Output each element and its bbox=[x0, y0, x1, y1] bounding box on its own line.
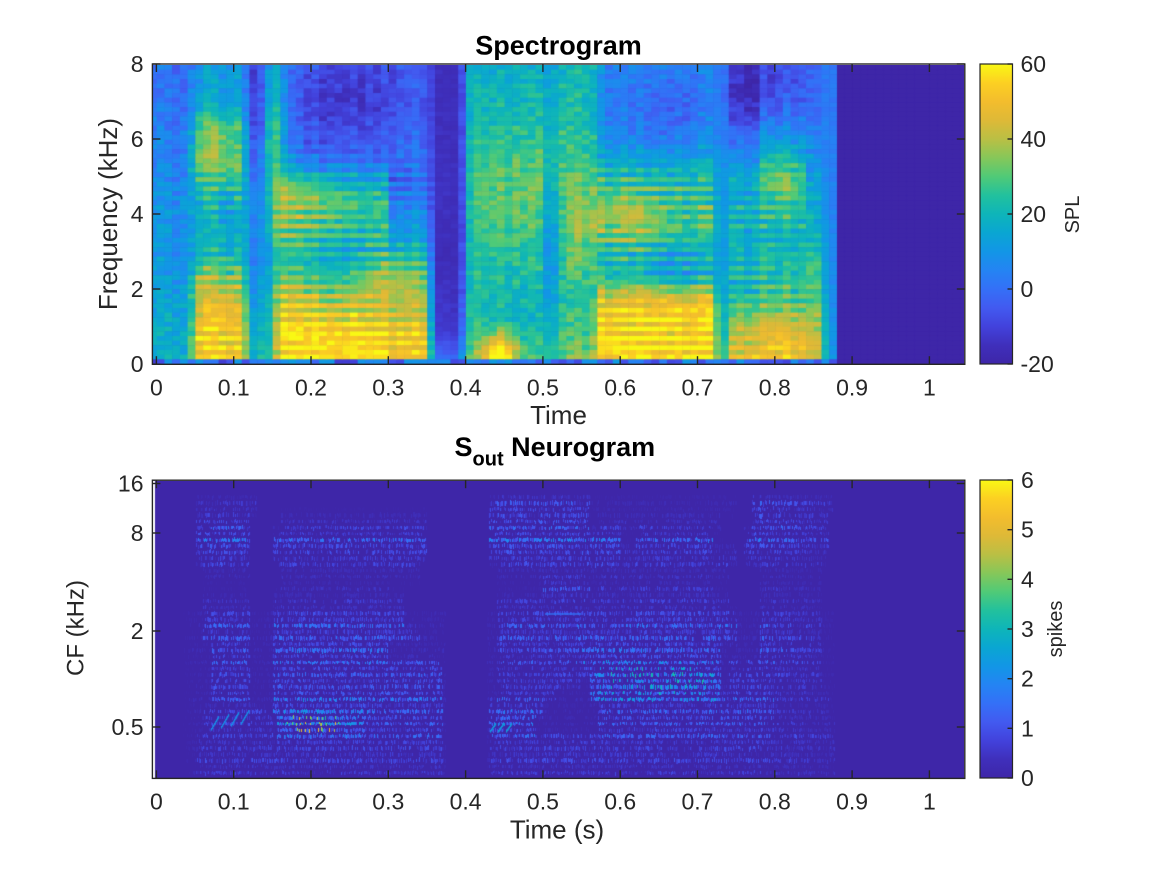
svg-text:0.9: 0.9 bbox=[836, 375, 868, 401]
svg-text:0.8: 0.8 bbox=[759, 375, 791, 401]
svg-text:SPL: SPL bbox=[1062, 196, 1084, 234]
svg-text:0.1: 0.1 bbox=[218, 789, 250, 815]
svg-text:0.2: 0.2 bbox=[295, 789, 327, 815]
svg-text:Time (s): Time (s) bbox=[510, 815, 604, 845]
svg-text:1: 1 bbox=[923, 375, 936, 401]
svg-text:0: 0 bbox=[131, 351, 144, 377]
svg-text:0.6: 0.6 bbox=[604, 789, 636, 815]
svg-text:-20: -20 bbox=[1021, 351, 1054, 377]
svg-text:60: 60 bbox=[1021, 51, 1047, 77]
svg-text:spikes: spikes bbox=[1045, 601, 1067, 658]
svg-text:1: 1 bbox=[923, 789, 936, 815]
svg-text:8: 8 bbox=[131, 520, 144, 546]
svg-text:0.3: 0.3 bbox=[372, 789, 404, 815]
svg-text:20: 20 bbox=[1021, 201, 1047, 227]
svg-text:2: 2 bbox=[131, 618, 144, 644]
svg-text:0: 0 bbox=[1021, 276, 1034, 302]
svg-text:4: 4 bbox=[131, 201, 144, 227]
svg-text:3: 3 bbox=[1021, 616, 1034, 642]
svg-text:0: 0 bbox=[150, 789, 163, 815]
svg-text:4: 4 bbox=[1021, 566, 1034, 592]
svg-text:40: 40 bbox=[1021, 126, 1047, 152]
svg-text:5: 5 bbox=[1021, 517, 1034, 543]
svg-text:0.5: 0.5 bbox=[527, 789, 559, 815]
svg-text:0.4: 0.4 bbox=[450, 375, 482, 401]
svg-text:0.5: 0.5 bbox=[112, 714, 144, 740]
svg-text:CF (kHz): CF (kHz) bbox=[63, 580, 90, 676]
svg-text:8: 8 bbox=[131, 51, 144, 77]
svg-text:6: 6 bbox=[131, 126, 144, 152]
svg-text:Frequency (kHz): Frequency (kHz) bbox=[93, 118, 123, 310]
svg-text:0.5: 0.5 bbox=[527, 375, 559, 401]
svg-text:Time: Time bbox=[530, 400, 587, 430]
svg-text:6: 6 bbox=[1021, 467, 1034, 493]
svg-text:0.7: 0.7 bbox=[682, 375, 714, 401]
svg-text:0.8: 0.8 bbox=[759, 789, 791, 815]
svg-text:0.2: 0.2 bbox=[295, 375, 327, 401]
svg-text:0: 0 bbox=[1021, 765, 1034, 791]
svg-text:0.1: 0.1 bbox=[218, 375, 250, 401]
svg-text:0: 0 bbox=[150, 375, 163, 401]
svg-text:0.3: 0.3 bbox=[372, 375, 404, 401]
svg-text:2: 2 bbox=[1021, 666, 1034, 692]
svg-text:1: 1 bbox=[1021, 715, 1034, 741]
svg-text:0.6: 0.6 bbox=[604, 375, 636, 401]
svg-text:0.9: 0.9 bbox=[836, 789, 868, 815]
svg-text:0.7: 0.7 bbox=[682, 789, 714, 815]
svg-text:Spectrogram: Spectrogram bbox=[475, 31, 642, 61]
svg-text:16: 16 bbox=[118, 471, 144, 497]
svg-text:2: 2 bbox=[131, 276, 144, 302]
svg-text:Sout Neurogram: Sout Neurogram bbox=[455, 432, 656, 471]
svg-text:0.4: 0.4 bbox=[450, 789, 482, 815]
